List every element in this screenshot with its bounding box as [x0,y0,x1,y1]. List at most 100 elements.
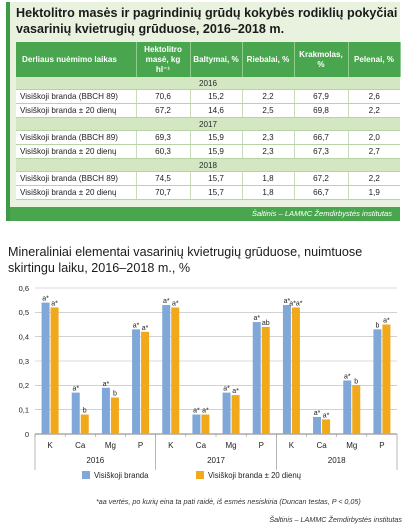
y-tick-label: 0,3 [19,357,29,366]
table-cell: 69,8 [293,103,348,118]
bar [282,305,291,434]
data-label: a* [202,408,209,415]
table-source: Šaltinis – LAMMC Žemdirbystės institutas [10,207,400,221]
bar [222,392,231,434]
data-label: a* [223,386,230,393]
table-title: Hektolitro masės ir pagrindinių grūdų ko… [16,6,398,36]
data-label: a* [103,381,110,388]
data-label: a* [42,296,49,303]
table-header-row: Derliaus nuėmimo laikas Hektolitro masė,… [16,42,401,77]
table-cell: 2,3 [241,130,294,145]
table-cell: 69,3 [135,130,190,145]
category-label: K [168,441,174,450]
quality-table: Derliaus nuėmimo laikas Hektolitro masė,… [16,42,401,200]
data-label: b [83,408,87,415]
table-cell: 15,9 [189,130,242,145]
data-label: a* [142,325,149,332]
category-label: Mg [346,441,357,450]
legend-label: Visiškoji branda ± 20 dienų [208,471,301,480]
year-row: 2016 [16,77,400,90]
table-cell: 2,7 [347,144,400,159]
bar [162,305,171,434]
table-cell: 2,3 [241,144,294,159]
data-label: a* [133,322,140,329]
category-label: P [259,441,264,450]
table-cell: 60,3 [135,144,190,159]
table-cell: 15,2 [189,89,242,104]
year-row: 2018 [16,158,400,172]
category-label: K [289,441,295,450]
table-cell: 2,5 [241,103,294,118]
data-label: a* [193,408,200,415]
year-label: 2017 [207,456,225,465]
data-label: a* [172,300,179,307]
bar [201,414,210,434]
legend-label: Visiškoji branda [94,471,149,480]
bar [41,302,50,434]
bar [231,395,240,434]
data-label: a* [51,300,58,307]
y-tick-label: 0,2 [19,381,29,390]
bar [80,414,89,434]
table-cell: 66,7 [293,130,348,145]
table-cell: 2,6 [347,89,400,104]
table-cell: 70,7 [135,185,190,200]
category-label: P [379,441,384,450]
data-label: a* [253,315,260,322]
data-label: a* [383,318,390,325]
bar [291,307,300,434]
table-cell: 2,0 [347,130,400,145]
bar [343,380,352,434]
table-cell: Visiškoji branda (BBCH 89) [16,130,136,145]
bar [132,329,141,434]
chart-footnote: *aa vertės, po kurių eina ta pati raidė,… [96,497,361,506]
data-label: a*a* [289,300,303,307]
column-header: Krakmolas, % [294,42,349,77]
bar [71,392,80,434]
bar [261,326,270,434]
data-label: b [354,378,358,385]
data-label: b [375,322,379,329]
table-cell: 74,5 [135,171,190,186]
table-cell: 67,2 [293,171,348,186]
chart-title: Mineraliniai elementai vasarinių kvietru… [8,245,363,275]
year-row: 2017 [16,117,400,131]
column-header: Derliaus nuėmimo laikas [16,42,137,77]
legend-swatch [196,471,204,479]
bar [373,329,382,434]
bar [171,307,180,434]
table-row: Visiškoji branda (BBCH 89) 69,3 15,9 2,3… [16,130,400,145]
bar [50,307,59,434]
table-cell: 2,2 [347,171,400,186]
bar [313,416,322,434]
quality-table-panel: Hektolitro masės ir pagrindinių grūdų ko… [6,2,401,221]
y-tick-label: 0,5 [19,308,29,317]
table-cell: 15,7 [189,171,242,186]
table-cell: 70,6 [135,89,190,104]
year-label: 2016 [86,456,104,465]
table-row: Visiškoji branda ± 20 dienų 60,3 15,9 2,… [16,144,400,159]
y-tick-label: 0,4 [19,332,29,341]
y-tick-label: 0,1 [19,405,29,414]
bar [101,387,110,434]
table-cell: Visiškoji branda ± 20 dienų [16,185,136,200]
category-label: P [138,441,143,450]
column-header: Riebalai, % [242,42,295,77]
y-tick-label: 0 [25,430,29,439]
chart-source: Šaltinis – LAMMC Žemdirbystės institutas [269,515,402,524]
table-cell: Visiškoji branda (BBCH 89) [16,171,136,186]
table-cell: Visiškoji branda ± 20 dienų [16,103,136,118]
table-cell: 15,7 [189,185,242,200]
bar [110,397,119,434]
bar [192,414,201,434]
category-label: Mg [226,441,237,450]
category-label: Ca [196,441,207,450]
table-row: Visiškoji branda ± 20 dienų 67,2 14,6 2,… [16,103,400,118]
column-header: Pelenai, % [348,42,401,77]
category-label: Mg [105,441,116,450]
bar [352,385,361,434]
year-label: 2016 [16,77,400,90]
data-label: b [113,391,117,398]
category-label: Ca [75,441,86,450]
bar [141,331,150,434]
